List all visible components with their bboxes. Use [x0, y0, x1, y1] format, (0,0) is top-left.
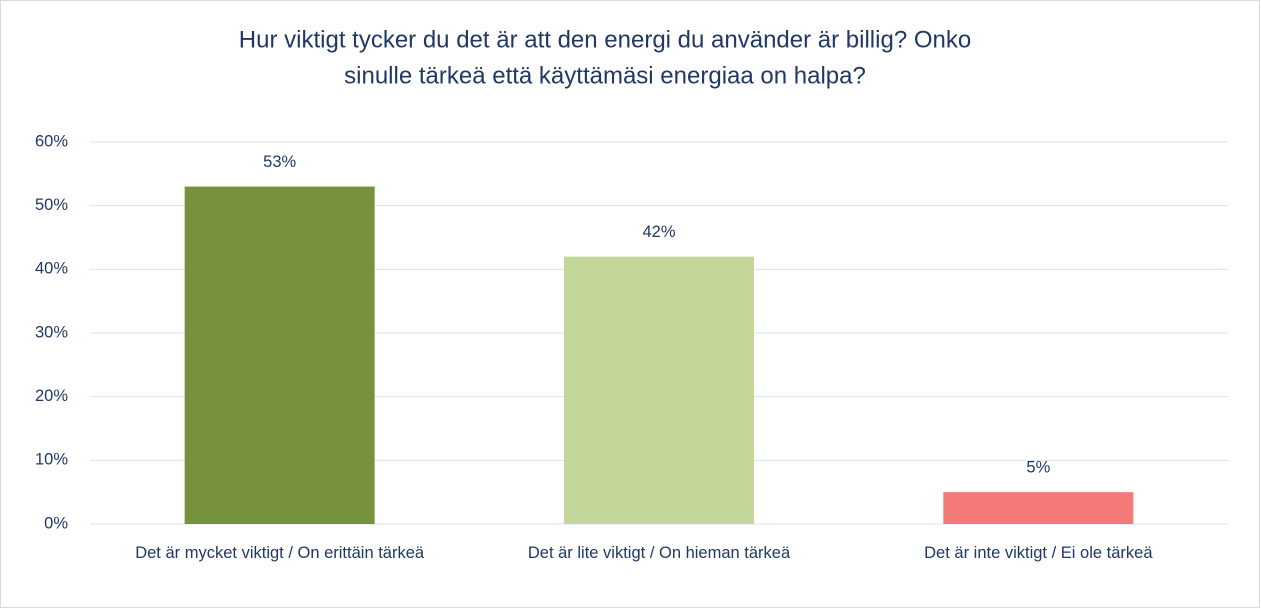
- x-tick-label: Det är inte viktigt / Ei ole tärkeä: [924, 544, 1153, 562]
- bar: [564, 256, 754, 524]
- y-tick-label: 20%: [35, 387, 68, 405]
- y-tick-label: 30%: [35, 323, 68, 341]
- bar: [943, 492, 1134, 524]
- data-label: 42%: [642, 223, 675, 241]
- y-tick-label: 40%: [35, 260, 68, 278]
- y-tick-label: 60%: [35, 132, 68, 150]
- y-tick-label: 50%: [35, 196, 68, 214]
- x-tick-label: Det är mycket viktigt / On erittäin tärk…: [135, 544, 425, 562]
- bar: [184, 186, 375, 525]
- x-tick-label: Det är lite viktigt / On hieman tärkeä: [527, 544, 791, 562]
- y-tick-label: 0%: [44, 514, 68, 532]
- chart-title: sinulle tärkeä että käyttämäsi energiaa …: [344, 62, 866, 89]
- data-label: 5%: [1026, 459, 1050, 477]
- chart-title: Hur viktigt tycker du det är att den ene…: [239, 26, 971, 53]
- y-tick-label: 10%: [35, 451, 68, 469]
- data-label: 53%: [263, 153, 296, 171]
